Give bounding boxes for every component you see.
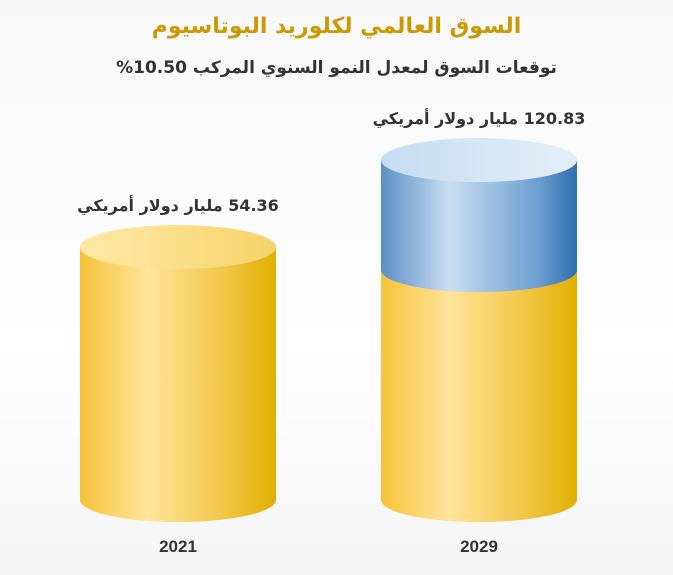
category-label-2029: 2029 <box>460 537 498 556</box>
cylinder-top-2021 <box>80 225 276 270</box>
category-label-2021: 2021 <box>159 537 197 556</box>
chart-title: السوق العالمي لكلوريد البوتاسيوم <box>151 14 522 39</box>
chart-subtitle: توقعات السوق لمعدل النمو السنوي المركب 1… <box>116 58 557 78</box>
cylinder-base-segment-2029 <box>381 270 577 522</box>
data-label-2021: 54.36 مليار دولار أمريكي <box>77 195 279 216</box>
cylinder-body-2021 <box>80 247 276 522</box>
data-label-2029: 120.83 مليار دولار أمريكي <box>373 108 586 129</box>
cylinder-growth-segment-2029 <box>380 160 577 293</box>
cylinder-top-2029 <box>381 138 577 183</box>
